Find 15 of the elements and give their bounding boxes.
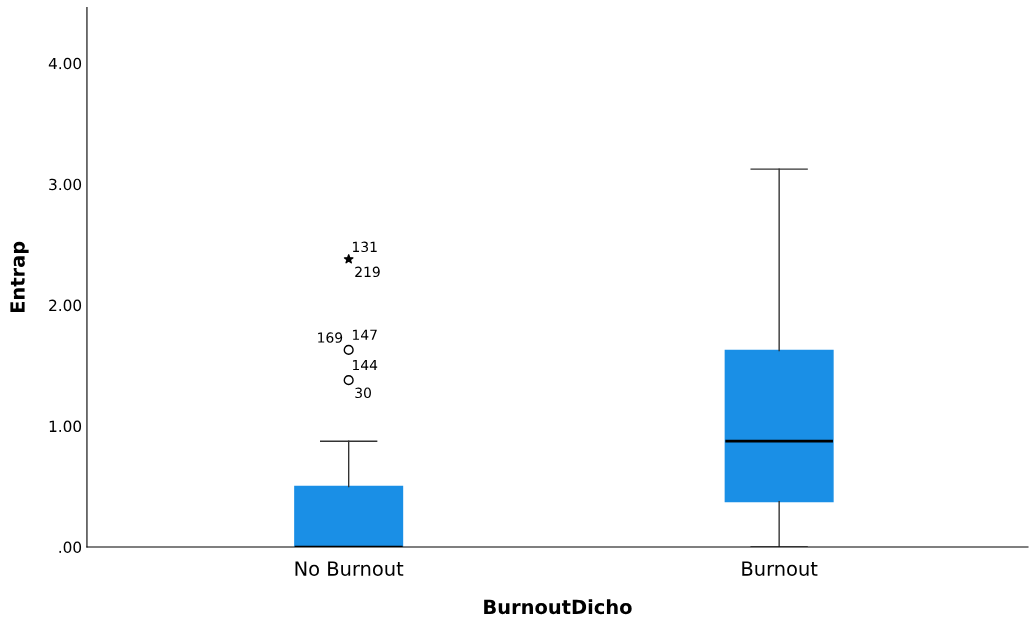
- x-tick-label: No Burnout: [295, 561, 404, 576]
- y-tick-label: 4.00: [48, 57, 82, 70]
- y-tick-label: .00: [59, 541, 82, 554]
- annotation: 219: [355, 266, 380, 278]
- x-tick-label: Burnout: [742, 561, 818, 576]
- annotation: 131: [352, 241, 377, 253]
- y-tick-label: 3.00: [49, 178, 82, 191]
- x-axis-title: BurnoutDicho: [484, 599, 632, 615]
- annotation: 144: [352, 359, 378, 371]
- y-tick-label: 2.00: [49, 299, 82, 312]
- y-tick-label: 1.00: [49, 420, 82, 433]
- y-axis-title: Entrap: [10, 241, 29, 313]
- annotation: 147: [352, 329, 377, 340]
- annotation: 169: [318, 332, 343, 343]
- annotation: 30: [355, 387, 371, 399]
